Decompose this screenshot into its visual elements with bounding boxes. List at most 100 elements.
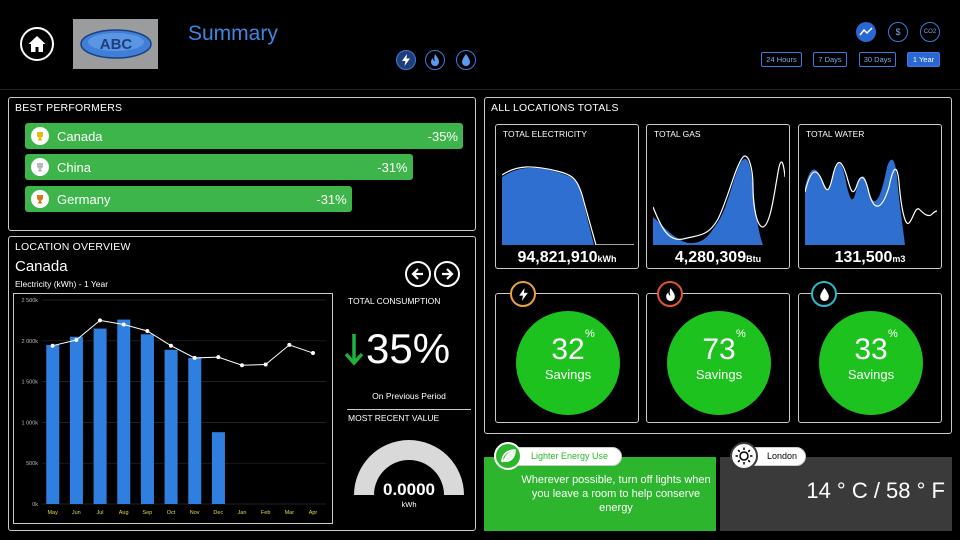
best-performer-row[interactable]: China -31% [25, 154, 413, 180]
total-electricity-tile[interactable]: TOTAL ELECTRICITY 94,821,910kWh [495, 124, 639, 269]
x-tick-label: Oct [167, 510, 176, 516]
energy-tip-card: Wherever possible, turn off lights when … [484, 457, 716, 531]
consumption-chart-frame: 0k 500k 1 000k 1 500k 2 000k 2 500k May Jun Jul A… [13, 293, 333, 524]
logo-text: ABC [99, 36, 132, 53]
x-tick-label: May [47, 510, 58, 516]
bar [140, 334, 154, 504]
electricity-filter-button[interactable] [396, 50, 416, 70]
performer-name: China [57, 159, 91, 175]
line-point [50, 343, 55, 348]
next-location-button[interactable] [434, 261, 460, 287]
y-tick-label: 2 500k [21, 298, 38, 304]
flame-icon [431, 54, 439, 66]
bar [164, 349, 178, 504]
x-tick-label: Feb [261, 510, 270, 516]
home-icon [28, 36, 46, 52]
line-point [287, 342, 292, 347]
total-water-tile[interactable]: TOTAL WATER 131,500m3 [798, 124, 942, 269]
consumption-metric-button[interactable] [856, 22, 876, 42]
temperature: 14 ° C / 58 ° F [806, 478, 945, 503]
cost-metric-button[interactable]: $ [888, 22, 908, 42]
recent-value-gauge [354, 440, 464, 495]
line-point [121, 322, 126, 327]
bar [211, 432, 225, 504]
water-savings-tile[interactable]: 33 % Savings [798, 281, 942, 423]
arrow-down-icon [344, 334, 364, 366]
savings-value: 73 [702, 333, 736, 366]
water-trend-chart [805, 159, 937, 245]
bronze-trophy-icon [31, 190, 49, 208]
trend-line-icon [859, 27, 873, 36]
line-point [239, 363, 244, 368]
performer-value: -35% [427, 128, 458, 144]
sun-icon [735, 447, 753, 465]
previous-location-button[interactable] [405, 261, 431, 287]
x-tick-label: Sep [142, 510, 152, 516]
x-tick-label: Mar [285, 510, 295, 516]
performer-value: -31% [377, 159, 408, 175]
tip-badge [494, 442, 522, 470]
top-bar: ABC Summary $ CO2 24 Hours 7 Days 30 Day… [0, 0, 960, 90]
consumption-change-value: 35% [366, 325, 451, 372]
arrow-left-icon [411, 268, 423, 280]
gas-trend-chart [653, 155, 785, 245]
savings-percent-sign: % [585, 328, 595, 340]
x-tick-label: Apr [309, 510, 318, 516]
consumption-chart: 0k 500k 1 000k 1 500k 2 000k 2 500k May Jun Jul A… [21, 298, 326, 516]
leaf-icon [501, 449, 516, 463]
y-tick-label: 1 000k [21, 420, 38, 426]
electricity-savings-tile[interactable]: 32 % Savings [495, 281, 639, 423]
bar [117, 319, 131, 504]
x-tick-label: Nov [190, 510, 200, 516]
location-overview-panel: LOCATION OVERVIEW Canada Electricity (kW… [8, 236, 476, 531]
water-drop-icon [462, 54, 470, 66]
savings-percent-sign: % [736, 328, 746, 340]
bolt-icon [518, 287, 528, 301]
savings-value: 32 [551, 333, 585, 366]
bar [69, 336, 83, 504]
all-locations-panel: ALL LOCATIONS TOTALS TOTAL ELECTRICITY 9… [484, 97, 952, 434]
gas-filter-button[interactable] [425, 50, 445, 70]
x-tick-label: Aug [119, 510, 129, 516]
performer-value: -31% [316, 191, 347, 207]
best-performers-title: BEST PERFORMERS [15, 102, 123, 114]
tip-title-pill: Lighter Energy Use [494, 447, 622, 466]
gas-savings-tile[interactable]: 73 % Savings [646, 281, 790, 423]
water-filter-button[interactable] [456, 50, 476, 70]
savings-percent-sign: % [888, 328, 898, 340]
y-tick-label: 2 000k [21, 339, 38, 345]
weather-badge [730, 442, 758, 470]
divider [347, 409, 471, 410]
chart-subtitle: Electricity (kWh) - 1 Year [15, 279, 109, 289]
home-button[interactable] [20, 27, 54, 61]
period-30-days-button[interactable]: 30 Days [859, 52, 896, 67]
silver-trophy-icon [31, 158, 49, 176]
savings-circle: 33 % Savings [819, 311, 923, 415]
savings-label: Savings [695, 367, 743, 382]
location-overview-title: LOCATION OVERVIEW [15, 241, 131, 253]
period-1-year-button[interactable]: 1 Year [907, 52, 940, 67]
savings-value: 33 [854, 333, 888, 366]
best-performer-row[interactable]: Germany -31% [25, 186, 352, 212]
x-tick-label: Jun [72, 510, 81, 516]
x-tick-label: Dec [213, 510, 223, 516]
best-performer-row[interactable]: Canada -35% [25, 123, 463, 149]
flame-icon [665, 287, 675, 301]
x-tick-label: Jan [238, 510, 247, 516]
bar [46, 344, 60, 504]
most-recent-label: MOST RECENT VALUE [348, 413, 440, 423]
tip-text: Wherever possible, turn off lights when … [521, 474, 711, 514]
electricity-badge [510, 281, 536, 307]
total-consumption-label: TOTAL CONSUMPTION [348, 296, 441, 306]
best-performers-panel: BEST PERFORMERS Canada -35% China -31% G… [8, 97, 476, 231]
total-gas-tile[interactable]: TOTAL GAS 4,280,309Btu [646, 124, 790, 269]
performer-name: Germany [57, 191, 111, 207]
bolt-icon [402, 54, 410, 66]
period-7-days-button[interactable]: 7 Days [813, 52, 847, 67]
y-tick-label: 500k [26, 461, 38, 467]
period-24-hours-button[interactable]: 24 Hours [761, 52, 802, 67]
co2-metric-button[interactable]: CO2 [920, 22, 940, 42]
total-water-value: 131,500m3 [834, 249, 906, 266]
bar [93, 328, 107, 504]
bar [188, 357, 202, 504]
